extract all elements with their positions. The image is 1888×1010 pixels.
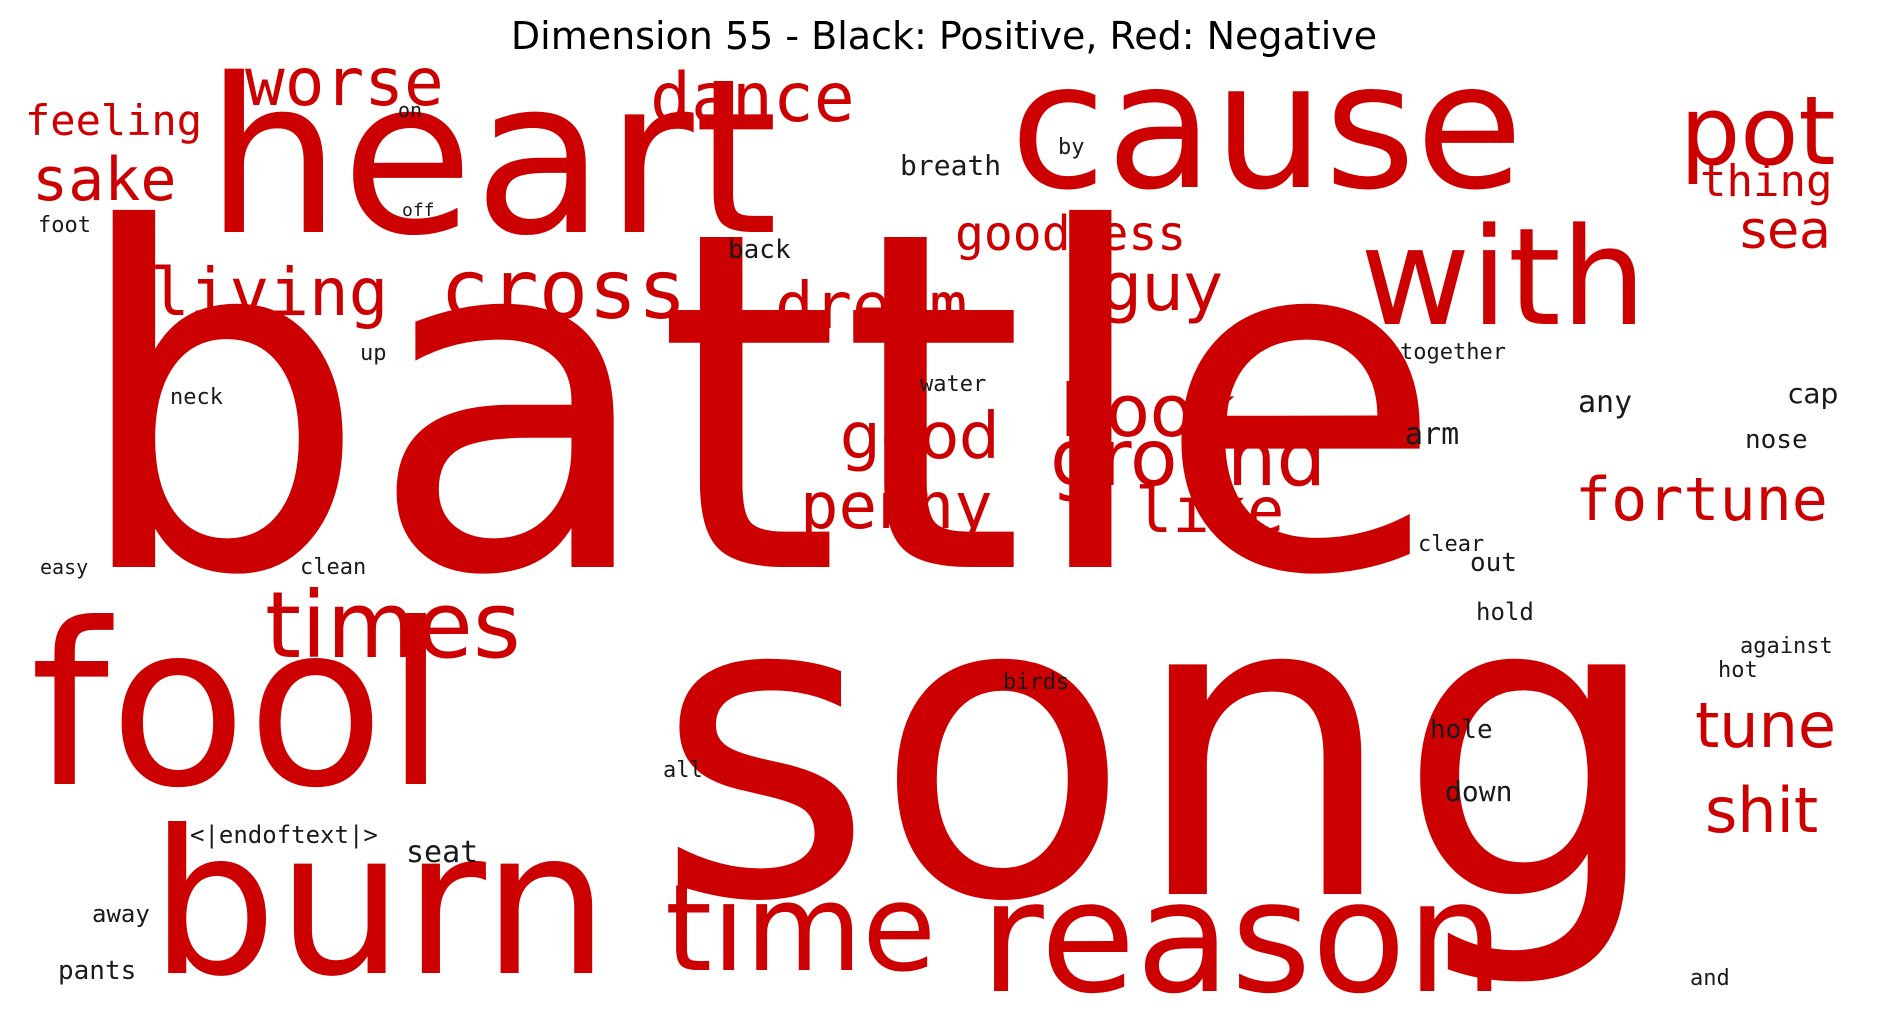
word-cause: cause [1010, 26, 1524, 229]
word-shit: shit [1705, 774, 1819, 847]
word-fool: fool [30, 576, 448, 838]
word-easy: easy [40, 555, 89, 579]
word-dream: dream [775, 270, 968, 344]
word-cross: cross [440, 243, 687, 338]
word-together: together [1400, 340, 1506, 365]
word-heart: heart [205, 32, 778, 283]
word-down: down [1445, 775, 1513, 808]
word-thing: thing [1700, 156, 1833, 207]
word-against: against [1740, 634, 1833, 659]
word-back: back [728, 235, 791, 265]
word-time: time [665, 860, 937, 999]
word-all: all [663, 758, 703, 783]
word-penny: penny [800, 470, 993, 544]
word-endoftext: <|endoftext|> [190, 821, 378, 849]
word-reason: reason [980, 847, 1505, 1010]
word-feeling: feeling [25, 96, 203, 145]
word-hole: hole [1430, 715, 1493, 745]
word-goodness: goodness [955, 206, 1187, 262]
word-clean: clean [300, 555, 367, 580]
figure-title: Dimension 55 - Black: Positive, Red: Neg… [510, 14, 1378, 58]
word-clear: clear [1418, 532, 1485, 557]
word-arm: arm [1405, 417, 1460, 452]
word-up: up [360, 341, 387, 366]
word-hot: hot [1718, 658, 1758, 683]
word-off: off [402, 200, 435, 221]
word-with: with [1360, 199, 1647, 356]
word-hold: hold [1476, 598, 1534, 626]
word-sake: sake [32, 145, 177, 215]
word-by: by [1058, 135, 1085, 160]
word-worse: worse [245, 44, 444, 121]
word-book: book [1060, 369, 1236, 453]
word-and: and [1690, 966, 1730, 991]
word-like: like [1135, 474, 1285, 547]
word-ground: ground [1050, 414, 1326, 504]
word-song: song [655, 505, 1664, 994]
word-burn: burn [150, 788, 610, 1010]
word-battle: battle [70, 131, 1445, 678]
word-tune: tune [1695, 689, 1837, 762]
word-on: on [398, 98, 423, 122]
word-foot: foot [38, 213, 91, 238]
word-any: any [1578, 385, 1633, 420]
word-living: living [150, 254, 389, 331]
word-cap: cap [1788, 377, 1839, 410]
word-water: water [920, 372, 987, 397]
word-fortune: fortune [1575, 465, 1828, 535]
word-nose: nose [1745, 425, 1808, 455]
word-away: away [92, 900, 150, 928]
word-breath: breath [900, 149, 1002, 182]
word-neck: neck [170, 385, 223, 410]
word-good: good [840, 400, 1000, 474]
word-seat: seat [406, 835, 479, 870]
word-dance: dance [650, 59, 855, 138]
word-sea: sea [1740, 201, 1831, 261]
word-out: out [1470, 548, 1517, 578]
word-guy: guy [1100, 249, 1223, 326]
word-birds: birds [1003, 670, 1070, 695]
word-pants: pants [58, 956, 137, 986]
word-pot: pot [1680, 77, 1836, 187]
word-times: times [265, 572, 521, 679]
